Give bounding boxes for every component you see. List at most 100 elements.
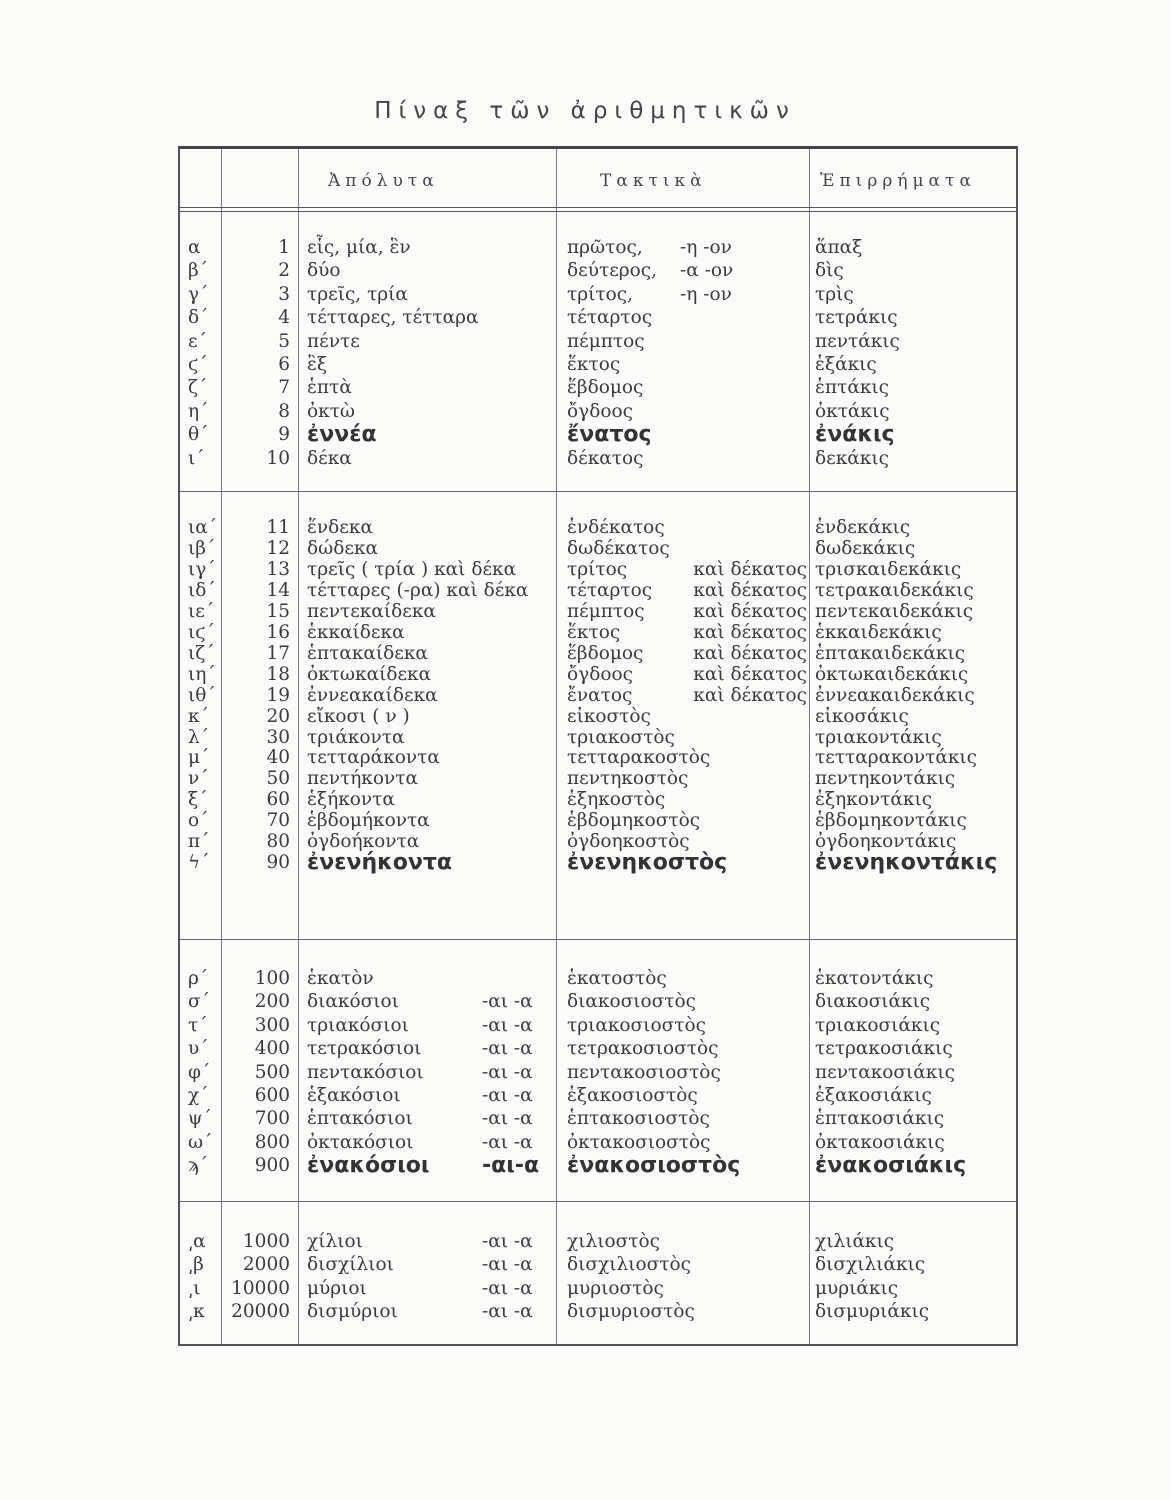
adverb-word: τρὶς <box>815 283 854 305</box>
ordinal-word: διακοσιοστὸς <box>567 991 696 1013</box>
adverb-word: ἑπτάκις <box>815 377 889 399</box>
cardinal-word: ἓξ <box>307 354 328 375</box>
table-row: ν΄ 50 πεντήκοντα πεντηκοστὸς πεντηκοντάκις <box>180 767 1016 790</box>
ordinal-word: χιλιοστὸς <box>567 1231 660 1252</box>
numeral-letter: λ΄ <box>188 726 209 748</box>
table-row: δ΄ 4 τέτταρες, τέτταρα τέταρτος τετράκις <box>180 306 1016 329</box>
table-row: π΄ 80 ὀγδοήκοντα ὀγδοηκοστὸς ὀγδοηκοντάκις <box>180 830 1016 853</box>
ordinal-word: δισχιλιοστὸς <box>567 1254 691 1276</box>
ordinal-word: ἑβδομηκοστὸς <box>567 810 701 832</box>
ordinal-suffix: -η -ον <box>680 283 732 305</box>
adverb-word: πεντάκις <box>815 330 900 352</box>
numeral-letter: θ΄ <box>188 424 209 446</box>
numeral-letter: ͵β <box>188 1254 204 1276</box>
cardinal-word: δύο <box>307 260 341 282</box>
numeral-letter: φ΄ <box>188 1061 211 1083</box>
numerals-table: Ἀπόλυτα Τακτικὰ Ἐπιρρήματα α 1 εἷς, μία, ἓ… <box>178 146 1018 1346</box>
ordinal-word: πέμπτος <box>567 600 645 622</box>
table-row: μ΄ 40 τετταράκοντα τετταρακοστὸς τετταρακοντ… <box>180 746 1016 769</box>
numeral-value: 500 <box>254 1061 290 1083</box>
numeral-letter: δ΄ <box>188 307 209 329</box>
cardinal-word: ἑκατὸν <box>307 968 374 989</box>
cardinal-word: ἑξήκοντα <box>307 789 395 811</box>
numeral-letter: ν΄ <box>188 768 209 790</box>
page-title: Πίναξ τῶν ἀριθμητικῶν <box>374 98 796 124</box>
numeral-value: 20 <box>266 705 290 727</box>
cardinal-word: μύριοι <box>307 1277 367 1299</box>
cardinal-word: ἐνενήκοντα <box>307 850 453 876</box>
table-row: ι΄ 10 δέκα δέκατος δεκάκις <box>180 447 1016 470</box>
ordinal-word: πεντακοσιοστὸς <box>567 1061 721 1083</box>
cardinal-suffix: -αι -α <box>482 1061 533 1083</box>
adverb-word: ὀκτάκις <box>815 400 890 422</box>
cardinal-word: τετρακόσιοι <box>307 1038 422 1060</box>
numeral-letter: ιϛ΄ <box>188 621 215 643</box>
numeral-letter: ξ΄ <box>188 789 208 811</box>
adverb-word: πεντηκοντάκις <box>815 768 956 790</box>
adverb-word: τετρακαιδεκάκις <box>815 579 974 601</box>
cardinal-suffix: -αι -α <box>482 1254 533 1276</box>
numeral-value: 600 <box>254 1085 290 1106</box>
cardinal-word: τριάκοντα <box>307 726 405 748</box>
ordinal-word: τετταρακοστὸς <box>567 747 711 769</box>
ordinal-word: δισμυριοστὸς <box>567 1300 695 1322</box>
numeral-letter: ιη΄ <box>188 663 216 685</box>
table-row: α 1 εἷς, μία, ἓν πρῶτος, -η -ον ἅπαξ <box>180 236 1016 259</box>
table-row: ρ΄ 100 ἑκατὸν ἑκατοστὸς ἑκατοντάκις <box>180 967 1016 990</box>
numeral-letter: γ΄ <box>188 283 209 305</box>
section-divider <box>180 939 1016 940</box>
numeral-value: 8 <box>278 400 290 422</box>
cardinal-word: τέτταρες (-ρα) καὶ δέκα <box>307 579 529 601</box>
table-row: τ΄ 300 τριακόσιοι -αι -α τριακοσιοστὸς τριακο… <box>180 1014 1016 1037</box>
numeral-value: 10000 <box>231 1277 290 1299</box>
numeral-value: 11 <box>266 517 290 538</box>
adverb-word: πεντακοσιάκις <box>815 1061 955 1083</box>
cardinal-suffix: -αι -α <box>482 1277 533 1299</box>
ordinal-word: δωδέκατος <box>567 537 670 559</box>
ordinal-suffix: -η -ον <box>680 237 732 258</box>
numeral-value: 10 <box>266 447 290 469</box>
adverb-word: τρισκαιδεκάκις <box>815 558 962 580</box>
numeral-value: 300 <box>254 1014 290 1036</box>
numeral-letter: ͵κ <box>188 1300 205 1322</box>
adverb-word: ἑξάκις <box>815 354 877 375</box>
ordinal-word: ὄγδοος <box>567 663 633 685</box>
table-row: ιζ΄ 17 ἑπτακαίδεκα ἕβδομος καὶ δέκατος ἑπτακα… <box>180 642 1016 665</box>
adverb-word: δωδεκάκις <box>815 537 916 559</box>
header-rule <box>180 211 1016 212</box>
adverb-word: πεντεκαιδεκάκις <box>815 600 974 622</box>
adverb-word: δεκάκις <box>815 447 889 469</box>
cardinal-word: δισμύριοι <box>307 1300 398 1322</box>
cardinal-word: ὀκτακόσιοι <box>307 1131 414 1153</box>
numeral-value: 2 <box>278 260 290 282</box>
numeral-value: 15 <box>266 600 290 622</box>
section-divider <box>180 491 1016 492</box>
column-divider <box>221 149 222 1344</box>
cardinal-word: πέντε <box>307 330 360 352</box>
numeral-value: 50 <box>266 768 290 790</box>
ordinal-word: δεύτερος, <box>567 260 658 282</box>
adverb-word: εἰκοσάκις <box>815 705 909 727</box>
adverb-word: χιλιάκις <box>815 1231 895 1252</box>
numeral-value: 30 <box>266 726 290 748</box>
adverb-word: τετταρακοντάκις <box>815 747 978 769</box>
cardinal-word: ὀγδοήκοντα <box>307 831 420 853</box>
table-row: ιε΄ 15 πεντεκαίδεκα πέμπτος καὶ δέκατος πεντε… <box>180 600 1016 623</box>
cardinal-word: τρεῖς ( τρία ) καὶ δέκα <box>307 558 517 580</box>
ordinal-suffix: καὶ δέκατος <box>693 663 807 685</box>
ordinal-word: πεντηκοστὸς <box>567 768 689 790</box>
table-row: υ΄ 400 τετρακόσιοι -αι -α τετρακοσιοστὸς τετρ… <box>180 1037 1016 1060</box>
cardinal-word: ἑβδομήκοντα <box>307 810 430 832</box>
cardinal-word: ἐννέα <box>307 422 377 448</box>
ordinal-word: τρίτος <box>567 558 628 580</box>
numeral-letter: ιθ΄ <box>188 684 216 706</box>
table-row: ο΄ 70 ἑβδομήκοντα ἑβδομηκοστὸς ἑβδομηκοντάκι… <box>180 809 1016 832</box>
numeral-value: 17 <box>266 642 290 664</box>
cardinal-suffix: -αι -α <box>482 1300 533 1322</box>
table-row: ιθ΄ 19 ἐννεακαίδεκα ἔνατος καὶ δέκατος ἐννεακ… <box>180 684 1016 707</box>
numeral-letter: ια΄ <box>188 517 217 538</box>
ordinal-word: μυριοστὸς <box>567 1277 664 1299</box>
numeral-letter: τ΄ <box>188 1014 208 1036</box>
table-row: ιη΄ 18 ὀκτωκαίδεκα ὄγδοος καὶ δέκατος ὀκτωκαι… <box>180 663 1016 686</box>
ordinal-word: ἔνατος <box>567 422 652 448</box>
